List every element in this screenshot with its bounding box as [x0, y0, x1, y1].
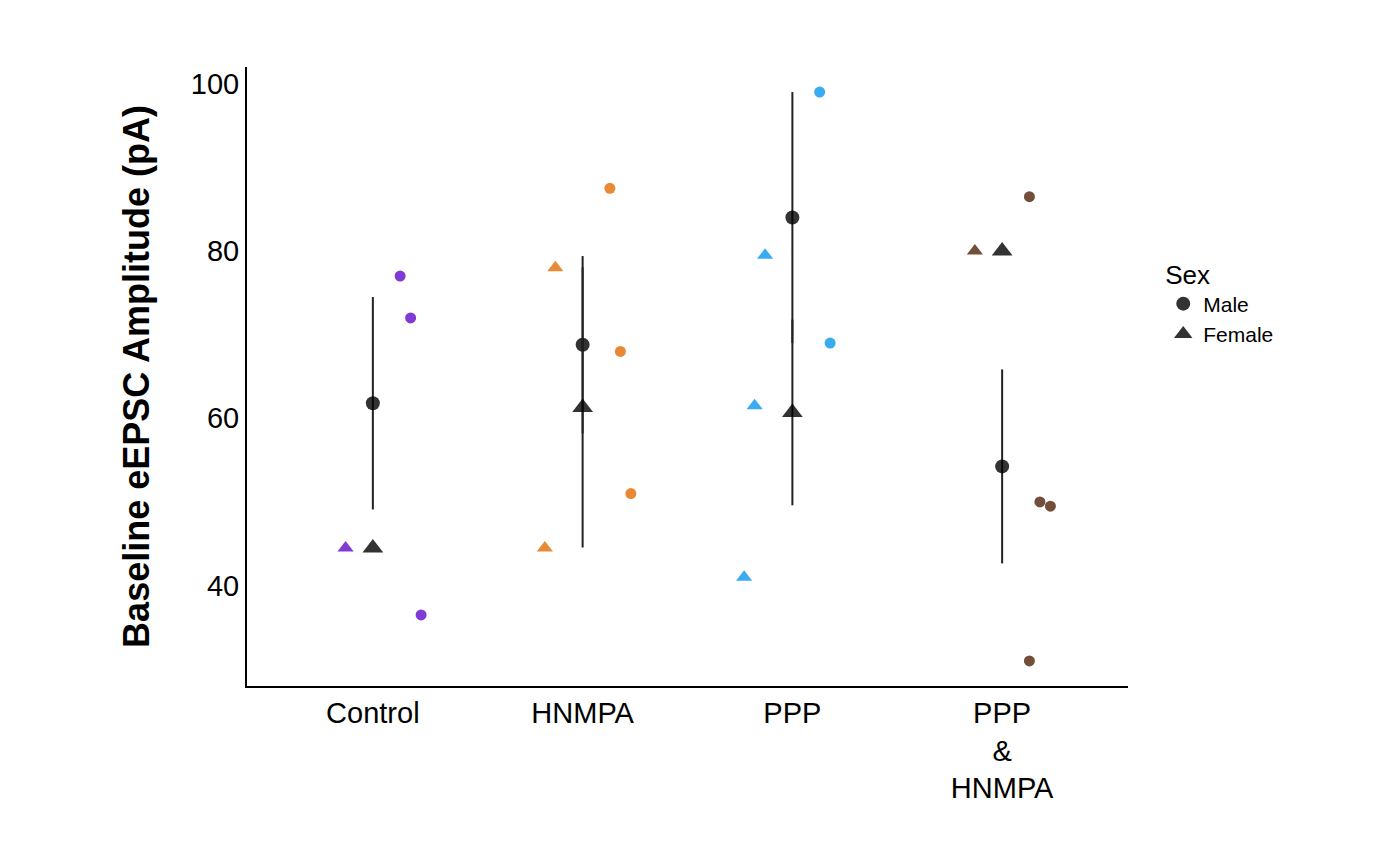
svg-text:PPP: PPP: [763, 697, 821, 729]
svg-text:60: 60: [207, 402, 239, 434]
svg-text:100: 100: [191, 68, 239, 100]
svg-text:Female: Female: [1203, 323, 1273, 346]
svg-text:HNMPA: HNMPA: [531, 697, 634, 729]
svg-text:Baseline eEPSC Amplitude (pA): Baseline eEPSC Amplitude (pA): [116, 105, 157, 648]
svg-text:40: 40: [207, 570, 239, 602]
svg-text:80: 80: [207, 235, 239, 267]
svg-text:Sex: Sex: [1165, 260, 1210, 290]
svg-text:Control: Control: [326, 697, 420, 729]
svg-text:Male: Male: [1203, 293, 1249, 316]
svg-text:PPP&HNMPA: PPP&HNMPA: [951, 697, 1054, 804]
